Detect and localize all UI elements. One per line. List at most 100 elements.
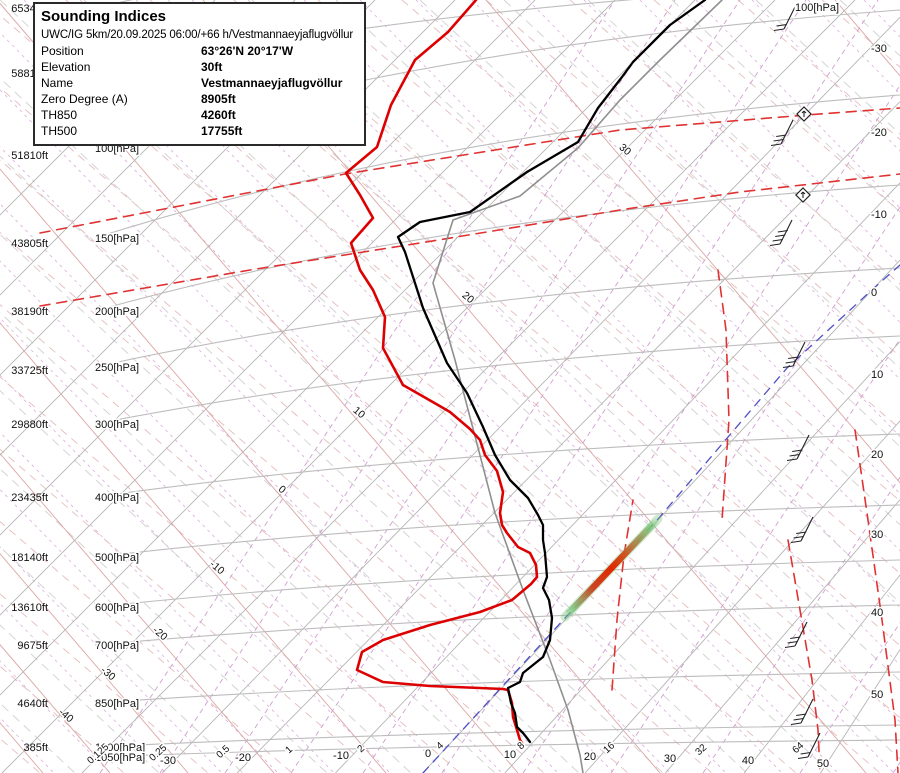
indices-row-th850: TH850 4260ft [41, 107, 358, 123]
bold-moist-adiabat [611, 499, 634, 691]
row-label: Zero Degree (A) [41, 92, 128, 106]
zero-degree-isotherm [422, 264, 900, 773]
altitude-label: 43805ft [11, 238, 48, 250]
wind-barb [790, 698, 814, 726]
temp-label-bottom: 0 [425, 748, 431, 760]
altitude-label: 29880ft [11, 419, 48, 431]
wind-barb [786, 434, 810, 462]
temp-label-bottom: -20 [235, 752, 251, 764]
temp-label-bottom: 50 [817, 758, 829, 770]
mixing-ratio-label: 32 [694, 742, 710, 758]
isobar-line [94, 504, 900, 558]
dry-adiabat-label: -40 [56, 706, 75, 725]
isobar-line [94, 184, 900, 312]
isobar-line [94, 335, 900, 425]
wind-barbs [769, 4, 821, 760]
indices-row-position: Position 63°26'N 20°17'W [41, 43, 358, 59]
temp-label-bottom: -10 [333, 750, 349, 762]
temp-label-right: -10 [871, 209, 887, 221]
wind-barb [797, 732, 821, 760]
wind-barb [770, 119, 794, 147]
bold-moist-adiabat [39, 107, 900, 234]
pressure-label: 700[hPa] [95, 640, 139, 652]
pressure-label: 250[hPa] [95, 362, 139, 374]
dewpoint-curve [344, 0, 539, 745]
pressure-label: 600[hPa] [95, 602, 139, 614]
pressure-label: 150[hPa] [95, 233, 139, 245]
parcel-curve [432, 0, 723, 773]
parcel-curve [432, 0, 723, 773]
level-marker-diamond [795, 187, 811, 203]
temp-label-right: 0 [871, 287, 877, 299]
temp-label-right: 10 [871, 369, 883, 381]
wind-barb [784, 621, 808, 649]
pressure-label: 300[hPa] [95, 419, 139, 431]
row-label: Position [41, 44, 84, 58]
row-label: TH850 [41, 108, 78, 122]
wind-barb [773, 4, 797, 32]
indices-row-th500: TH500 17755ft [41, 123, 358, 139]
bold-moist-adiabat [854, 429, 899, 773]
temperature-axis-labels: -30 -30 -20 -20 -10 -10 0 0 10 10 20 20 30 30 40 40 50 50 [159, 42, 889, 772]
temp-label-right: 50 [871, 689, 883, 701]
isobar-line [94, 739, 900, 758]
temp-label-bottom: 30 [664, 753, 676, 765]
row-label: Elevation [41, 60, 91, 74]
indices-row-zero-degree: Zero Degree (A) 8905ft [41, 91, 358, 107]
indices-row-elevation: Elevation 30ft [41, 59, 358, 75]
dry-adiabat-label: -10 [207, 558, 226, 577]
panel-title: Sounding Indices [41, 8, 167, 25]
pressure-label: 850[hPa] [95, 698, 139, 710]
isobar-line [94, 267, 900, 368]
row-value: Vestmannaeyjaflugvöllur [201, 76, 343, 90]
temp-label-right: 20 [871, 449, 883, 461]
dry-adiabat-label: 0 [276, 483, 288, 496]
row-label: TH500 [41, 124, 78, 138]
altitude-label: 18140ft [11, 552, 48, 564]
temp-label-bottom: 10 [504, 749, 516, 761]
altitude-label: 38190ft [11, 306, 48, 318]
isobar-line [94, 559, 900, 608]
zero-degree-line [422, 264, 900, 773]
isobar-line [94, 604, 900, 646]
bold-moist-adiabat [717, 269, 730, 521]
altitude-label: 385ft [24, 742, 48, 754]
temp-label-right: 30 [871, 529, 883, 541]
row-label: Name [41, 76, 74, 90]
pressure-label: 500[hPa] [95, 552, 139, 564]
altitude-label: 33725ft [11, 365, 48, 377]
wind-barb [790, 516, 814, 544]
wind-barb [769, 219, 793, 247]
bold-moist-adiabat [787, 539, 821, 773]
row-value: 4260ft [201, 108, 236, 122]
temperature-curve [396, 0, 707, 744]
thermal-gradient-segment [560, 514, 663, 622]
bold-moist-adiabat [39, 173, 900, 307]
model-run-label: UWC/IG 5km/20.09.2025 06:00/+66 h/Vestma… [41, 29, 354, 41]
row-value: 30ft [201, 60, 223, 74]
pressure-label: 400[hPa] [95, 492, 139, 504]
mixing-ratio-label: 16 [602, 740, 618, 756]
isobar-line [94, 724, 900, 748]
dry-adiabat-label: 10 [351, 404, 368, 421]
altitude-label: 4640ft [17, 698, 48, 710]
dry-adiabat-label: -30 [98, 664, 117, 683]
altitude-label: 13610ft [11, 602, 48, 614]
pressure-label-top-right: 100[hPa] [795, 2, 839, 14]
temp-label-right: -30 [871, 43, 887, 55]
wind-barb [782, 341, 806, 369]
level-marker-diamond [796, 106, 812, 122]
temp-label-bottom: 20 [584, 751, 596, 763]
mixing-ratio-label: 0.5 [214, 743, 232, 761]
temperature-curve [396, 0, 707, 744]
pressure-label: 200[hPa] [95, 306, 139, 318]
sounding-indices-panel: Sounding Indices UWC/IG 5km/20.09.2025 0… [33, 2, 366, 146]
pressure-label: 1050[hPa] [95, 752, 145, 764]
row-value: 63°26'N 20°17'W [201, 44, 294, 58]
altitude-axis-labels: 65340ft58815ft51810ft43805ft38190ft33725… [11, 3, 48, 754]
altitude-label: 51810ft [11, 150, 48, 162]
temp-label-bottom: -30 [160, 755, 176, 767]
dewpoint-curve [344, 0, 539, 745]
pressure-label: 1000[hPa] [95, 742, 145, 754]
